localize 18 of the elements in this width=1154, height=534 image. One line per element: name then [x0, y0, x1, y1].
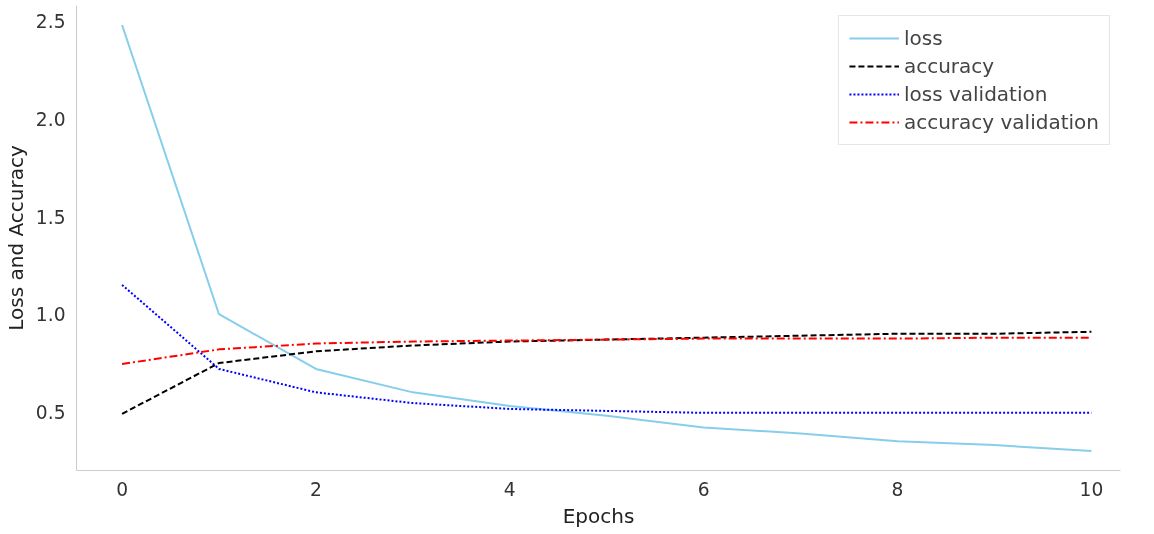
- y-tick-label: 1.0: [35, 304, 66, 326]
- x-tick-label: 10: [1079, 478, 1104, 500]
- legend-label: loss: [903, 26, 943, 50]
- legend-label: loss validation: [903, 82, 1048, 106]
- x-tick-label: 8: [891, 478, 904, 500]
- legend-label: accuracy validation: [903, 110, 1099, 134]
- y-axis-title: Loss and Accuracy: [3, 145, 28, 331]
- line-series: [121, 330, 1093, 415]
- x-tick-label: 0: [116, 478, 128, 500]
- x-axis-title: Epochs: [562, 503, 635, 528]
- x-tick-label: 2: [310, 478, 322, 500]
- y-tick-label: 2.5: [35, 11, 66, 33]
- y-tick-label: 1.5: [35, 206, 66, 228]
- x-tick-label: 6: [697, 478, 710, 500]
- y-tick-label: 2.0: [35, 108, 66, 130]
- y-tick-label: 0.5: [35, 401, 66, 423]
- x-tick-label: 4: [503, 478, 516, 500]
- legend-label: accuracy: [903, 54, 995, 78]
